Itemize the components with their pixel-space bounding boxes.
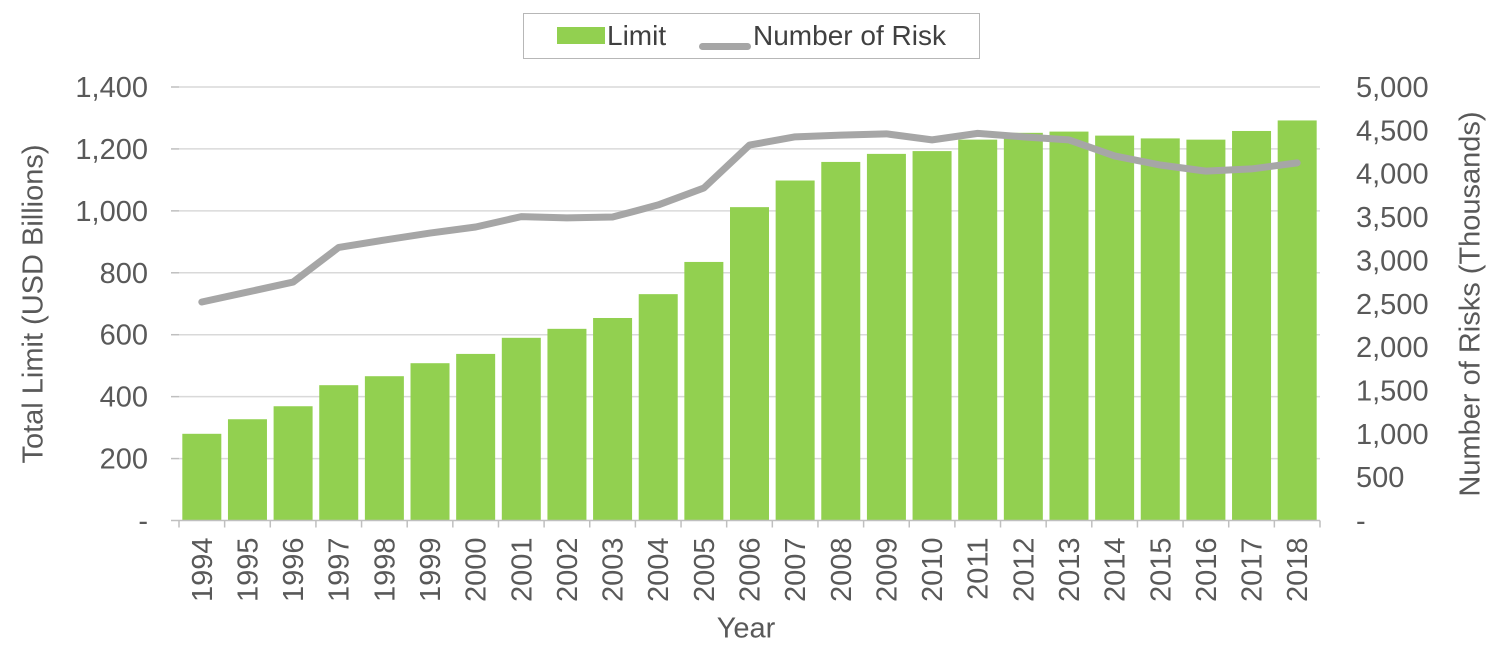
limit-bar-1998 [364, 376, 404, 521]
limit-bar-2006 [730, 207, 769, 521]
y2-axis-tick-label: 2,500 [1356, 289, 1429, 321]
limit-bar-2010 [912, 151, 952, 521]
x-axis-tick-label: 2001 [506, 538, 538, 603]
limit-bar-2007 [775, 180, 815, 521]
x-axis-tick-label: 2015 [1145, 538, 1177, 603]
limit-bar-1996 [273, 406, 313, 521]
limit-bar-2018 [1277, 120, 1317, 521]
x-axis-tick-label: 1998 [369, 538, 401, 603]
limit-bar-2016 [1186, 139, 1226, 521]
x-axis-tick-label: 1995 [232, 538, 264, 603]
x-axis-tick-label: 2012 [1008, 538, 1040, 603]
x-axis-tick-label: 2008 [826, 538, 858, 603]
y2-axis-tick-label: 3,000 [1356, 245, 1429, 277]
legend-item-limit: Limit [607, 20, 667, 51]
y2-axis-tick-label: 500 [1356, 462, 1404, 494]
legend: Limit Number of Risk [523, 13, 980, 59]
y2-axis-tick-label: 3,500 [1356, 202, 1429, 234]
y-axis-tick-label: 1,400 [75, 72, 148, 104]
limit-bar-2008 [821, 161, 861, 521]
y2-axis-tick-label: 2,000 [1356, 332, 1429, 364]
y-axis-tick-label: 800 [100, 258, 148, 290]
x-axis-tick-label: 2014 [1100, 538, 1132, 603]
x-axis-tick-label: 2003 [598, 538, 630, 603]
x-axis-tick-label: 1994 [187, 538, 219, 603]
limit-bar-2002 [547, 328, 587, 521]
y-axis-tick-label: 200 [100, 444, 148, 476]
y2-axis-tick-label: 1,000 [1356, 419, 1429, 451]
y2-axis-tick-label: 4,000 [1356, 159, 1429, 191]
y2-axis-tick-label: 1,500 [1356, 375, 1429, 407]
y2-axis-tick-label: 5,000 [1356, 72, 1429, 104]
limit-bar-1997 [319, 385, 359, 521]
y-axis-tick-label: 1,200 [75, 134, 148, 166]
left-axis-title: Total Limit (USD Billions) [17, 144, 50, 464]
x-axis-tick-label: 2009 [871, 538, 903, 603]
legend-line-swatch [699, 43, 751, 50]
limit-bar-2003 [593, 317, 633, 521]
y2-axis-tick-label: 4,500 [1356, 115, 1429, 147]
y2-axis-tick-label: - [1356, 506, 1366, 538]
y-axis-tick-label: - [138, 506, 148, 538]
limit-bar-2011 [958, 139, 998, 521]
limit-bar-2009 [866, 153, 906, 521]
limit-bar-1999 [410, 363, 450, 521]
number-of-risk-line [198, 129, 1301, 306]
x-axis-tick-label: 2017 [1237, 538, 1269, 603]
x-axis-tick-label: 2000 [461, 538, 493, 603]
limit-bar-2013 [1049, 131, 1089, 521]
x-axis-tick-label: 2011 [963, 537, 995, 599]
y-axis-tick-label: 1,000 [75, 196, 148, 228]
limit-bar-2000 [456, 353, 496, 521]
x-axis-tick-label: 1996 [278, 538, 310, 603]
limit-bar-2004 [638, 294, 678, 521]
x-axis-tick-label: 2002 [552, 538, 584, 603]
y-axis-tick-label: 400 [100, 382, 148, 414]
legend-item-number-of-risk: Number of Risk [753, 20, 946, 51]
y-axis-tick-label: 600 [100, 320, 148, 352]
legend-bar-swatch [557, 27, 605, 44]
limit-bar-2014 [1095, 135, 1135, 521]
limit-bar-2005 [684, 261, 724, 521]
limit-bar-1994 [182, 433, 222, 521]
limit-bar-1995 [227, 419, 267, 521]
x-axis-tick-label: 2013 [1054, 538, 1086, 603]
x-axis-tick-label: 2006 [735, 538, 767, 603]
x-axis-tick-label: 1997 [324, 538, 356, 603]
x-axis-tick-label: 2005 [689, 538, 721, 603]
x-axis-tick-label: 2007 [780, 538, 812, 603]
limit-bar-2001 [501, 337, 541, 521]
limit-bar-2012 [1003, 132, 1043, 521]
limit-bar-2015 [1140, 138, 1180, 521]
limit-bar-2017 [1232, 130, 1272, 521]
x-axis-tick-label: 2016 [1191, 538, 1223, 603]
x-axis-tick-label: 2018 [1282, 538, 1314, 603]
x-axis-tick-label: 1999 [415, 538, 447, 603]
x-axis-title: Year [716, 612, 776, 645]
x-axis-tick-label: 2004 [643, 538, 675, 603]
x-axis-tick-label: 2010 [917, 538, 949, 603]
right-axis-title: Number of Risks (Thousands) [1454, 111, 1487, 497]
